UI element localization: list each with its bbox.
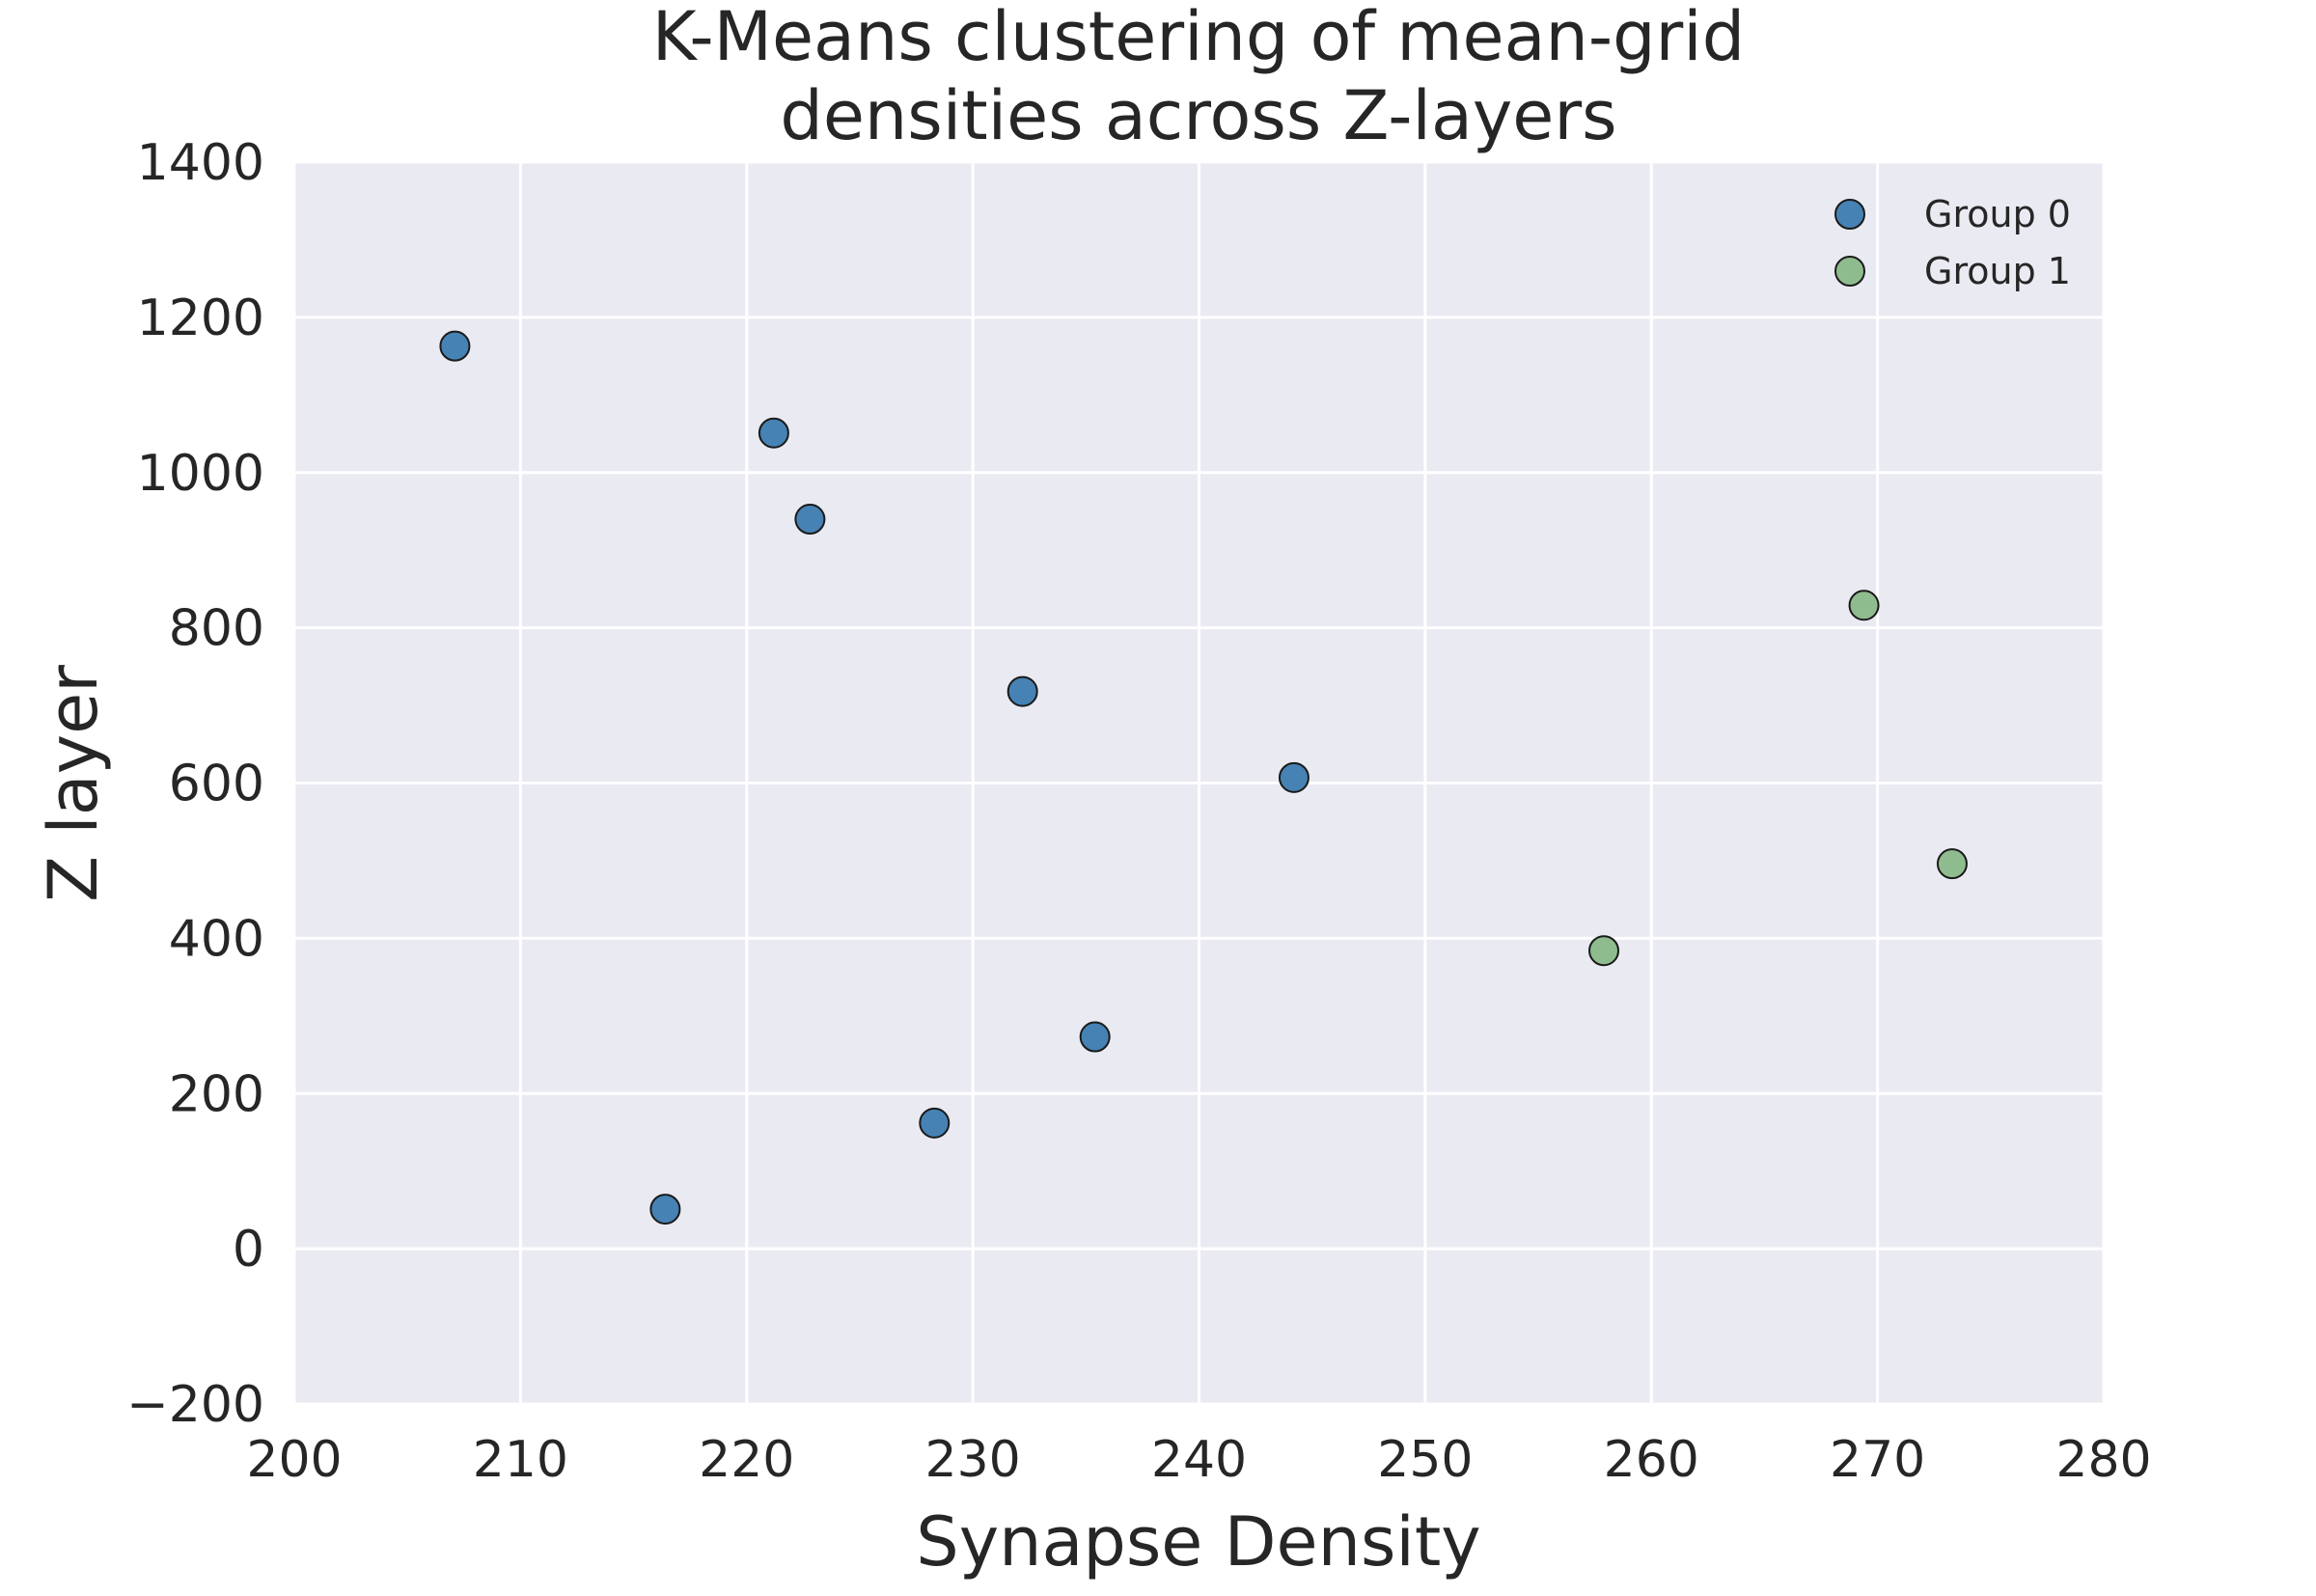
data-point-group-0	[794, 504, 826, 536]
data-point-group-0	[439, 330, 471, 362]
y-tick-label: 1000	[137, 445, 264, 503]
y-tick-label: 200	[169, 1065, 264, 1123]
x-tick-label: 280	[2055, 1431, 2151, 1489]
y-tick-label: −200	[126, 1376, 264, 1434]
chart-title-line-2: densities across Z-layers	[780, 76, 1616, 155]
data-point-group-0	[649, 1194, 681, 1225]
data-point-group-0	[1079, 1021, 1111, 1053]
y-tick-label: 1400	[137, 134, 264, 192]
legend-marker-group-0	[1834, 199, 1865, 230]
legend-marker-group-1	[1834, 256, 1865, 287]
y-tick-label: 400	[169, 910, 264, 968]
y-tick-label: 1200	[137, 289, 264, 347]
legend: Group 0 Group 1	[1834, 193, 2071, 292]
y-tick-label: 800	[169, 600, 264, 658]
data-points	[439, 330, 1968, 1225]
data-point-group-0	[919, 1107, 951, 1139]
legend-label-group-1: Group 1	[1924, 250, 2071, 292]
data-point-group-1	[1848, 590, 1880, 621]
y-tick-label: 600	[169, 756, 264, 813]
x-tick-label: 220	[699, 1431, 794, 1489]
x-tick-label: 270	[1830, 1431, 1925, 1489]
data-point-group-1	[1936, 848, 1968, 880]
x-axis-label: Synapse Density	[916, 1502, 1480, 1582]
y-tick-labels: −200 0 200 400 600 800 1000 1200 1400	[126, 134, 264, 1434]
x-tick-label: 240	[1151, 1431, 1247, 1489]
x-tick-label: 260	[1604, 1431, 1699, 1489]
x-tick-label: 250	[1377, 1431, 1473, 1489]
x-tick-label: 230	[924, 1431, 1020, 1489]
grid-lines	[292, 160, 2106, 1406]
chart-title-line-1: K-Means clustering of mean-grid	[652, 0, 1745, 76]
x-tick-labels: 200 210 220 230 240 250 260 270 280	[246, 1431, 2151, 1489]
legend-label-group-0: Group 0	[1924, 193, 2071, 235]
y-tick-label: 0	[233, 1221, 264, 1279]
x-tick-label: 200	[246, 1431, 342, 1489]
y-axis-label: Z layer	[34, 665, 113, 902]
x-tick-label: 210	[473, 1431, 568, 1489]
data-point-group-0	[1278, 761, 1310, 793]
data-point-group-0	[758, 417, 789, 449]
data-point-group-0	[1006, 675, 1038, 707]
data-point-group-1	[1588, 935, 1620, 967]
